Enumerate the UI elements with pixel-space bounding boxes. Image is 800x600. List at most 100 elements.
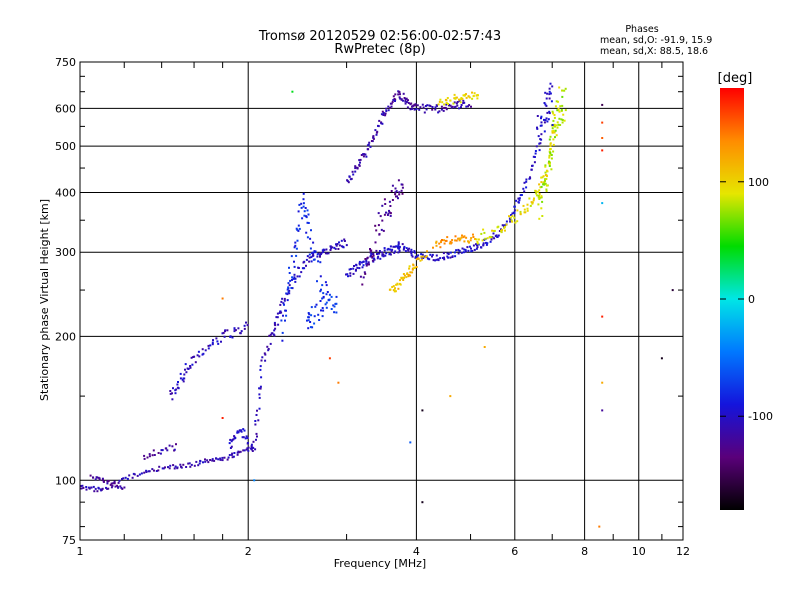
echo-point: [548, 97, 551, 100]
echo-point: [114, 485, 117, 488]
echo-point: [400, 183, 403, 186]
echo-point: [486, 237, 489, 240]
echo-point: [302, 192, 305, 195]
echo-point: [113, 482, 116, 485]
echo-point: [238, 451, 241, 454]
echo-point: [256, 435, 258, 438]
echo-point: [396, 282, 399, 285]
echo-point: [338, 241, 340, 244]
echo-point: [242, 428, 245, 431]
echo-point: [236, 451, 239, 454]
echo-point: [151, 468, 154, 471]
echo-point: [358, 164, 361, 167]
echo-point: [264, 359, 267, 362]
echo-point: [532, 199, 535, 202]
echo-point: [94, 478, 97, 481]
echo-point: [421, 258, 423, 261]
echo-point: [392, 245, 395, 248]
echo-point: [497, 225, 500, 228]
echo-point: [522, 187, 525, 190]
echo-point: [474, 238, 477, 240]
echo-point: [489, 240, 492, 243]
echo-point: [343, 238, 346, 241]
echo-point: [477, 94, 479, 97]
echo-point: [389, 253, 392, 256]
echo-point: [373, 257, 375, 260]
echo-point: [451, 256, 454, 258]
echo-point: [146, 456, 149, 459]
echo-point: [532, 155, 535, 158]
echo-point: [394, 100, 396, 102]
echo-point: [394, 191, 397, 194]
colorbar-tick-label: -100: [748, 410, 773, 423]
echo-point: [164, 466, 166, 469]
echo-point: [239, 429, 242, 432]
echo-point: [309, 237, 312, 240]
echo-point: [308, 313, 311, 316]
echo-point: [443, 239, 445, 242]
echo-point: [128, 474, 131, 477]
echo-point: [102, 480, 105, 483]
echo-point: [519, 210, 522, 213]
echo-point: [383, 213, 386, 216]
echo-point: [411, 105, 414, 108]
echo-point: [505, 220, 508, 223]
echo-point: [564, 109, 567, 112]
echo-point: [302, 202, 305, 205]
x-tick-label: 6: [511, 545, 518, 558]
echo-point: [548, 87, 551, 90]
echo-point: [525, 180, 528, 183]
echo-point: [374, 129, 377, 132]
echo-point: [335, 311, 338, 314]
echo-point: [251, 450, 254, 452]
echo-point: [526, 207, 529, 210]
echo-point: [301, 267, 304, 270]
echo-point: [546, 170, 549, 173]
echo-point: [552, 112, 555, 115]
echo-point: [303, 267, 306, 270]
echo-point: [106, 482, 109, 485]
echo-point: [540, 196, 543, 199]
echo-point: [221, 417, 224, 419]
echo-point: [319, 255, 321, 258]
echo-point: [361, 283, 364, 286]
echo-point: [370, 252, 373, 255]
echo-point: [263, 352, 266, 355]
echo-point: [471, 91, 473, 94]
echo-point: [547, 118, 550, 121]
echo-point: [415, 266, 418, 268]
echo-point: [376, 253, 378, 255]
echo-point: [227, 456, 230, 459]
echo-point: [345, 273, 347, 276]
echo-point: [148, 455, 151, 458]
echo-point: [358, 262, 361, 265]
echo-point: [545, 117, 548, 120]
echo-point: [353, 265, 355, 267]
echo-point: [283, 303, 285, 306]
echo-point: [544, 171, 547, 174]
echo-point: [321, 284, 324, 287]
echo-point: [481, 239, 484, 242]
echo-point: [438, 110, 441, 113]
echo-point: [398, 193, 401, 196]
echo-point: [540, 121, 543, 124]
echo-point: [540, 185, 543, 188]
echo-point: [439, 98, 442, 101]
echo-point: [366, 148, 369, 151]
echo-point: [253, 479, 256, 482]
echo-point: [292, 277, 295, 280]
echo-point: [404, 98, 407, 100]
echo-point: [423, 111, 426, 114]
echo-point: [554, 105, 557, 108]
echo-point: [490, 236, 493, 239]
echo-point: [193, 464, 196, 467]
echo-point: [337, 248, 340, 250]
echo-point: [449, 99, 452, 102]
echo-point: [558, 110, 561, 113]
echo-point: [330, 295, 333, 298]
echo-point: [215, 457, 218, 460]
echo-point: [358, 267, 361, 270]
phases-x-mode-stats: mean, sd,X: 88.5, 18.6: [600, 46, 708, 57]
echo-point: [497, 234, 500, 237]
echo-point: [398, 282, 401, 285]
